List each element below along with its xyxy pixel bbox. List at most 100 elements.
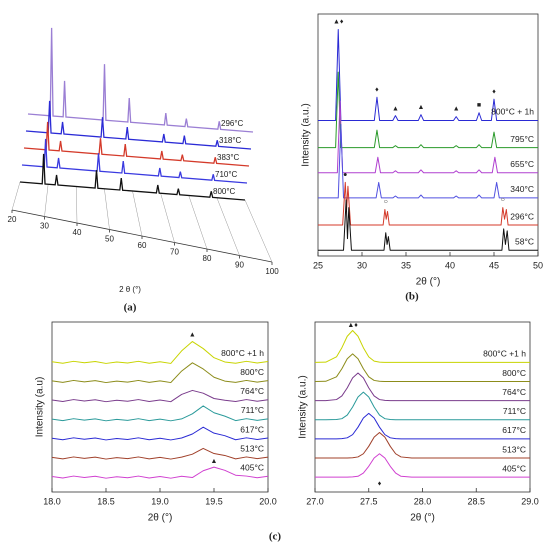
pattern-line [23,121,250,167]
caption: (b) [405,291,419,303]
depth-line [160,193,175,243]
depth-line [11,181,21,211]
x-tick-label: 19.5 [205,496,223,506]
peak-marker: ● [343,172,347,179]
x-tick-label: 90 [235,261,244,270]
peak-marker: ■ [477,102,481,109]
caption: (a) [124,302,137,314]
plot-frame [317,13,539,257]
series-label: 800°C [240,367,264,377]
series-label: 710°C [215,170,238,179]
x-tick-label: 28.5 [467,496,485,506]
series-label: 513°C [502,444,526,454]
peak-marker: ▲ [453,106,460,113]
series-label: 617°C [502,425,526,435]
peak-marker: ○ [501,197,505,204]
peak-marker: ▲ [189,332,196,339]
x-tick-label: 18.5 [97,496,115,506]
depth-line [188,195,208,250]
pattern-line [315,412,530,440]
pattern-line [315,391,530,421]
x-tick-label: 18.0 [43,496,61,506]
x-axis-label: 2θ (°) [148,513,173,524]
pattern-line [51,362,269,384]
pattern-line [21,138,248,184]
x-tick-label: 28.0 [414,496,432,506]
pattern-line [51,426,269,441]
series-label: 58°C [515,236,534,246]
series-label: 318°C [219,136,242,145]
x-tick-label: 100 [265,267,279,276]
pattern-line [318,28,538,121]
series-label: 513°C [240,443,264,453]
x-tick-label: 20.0 [259,496,277,506]
x-tick-label: 60 [138,241,147,250]
x-tick-label: 70 [170,248,179,257]
series-label: 711°C [241,405,264,415]
pattern-line [318,71,538,149]
x-tick-label: 29.0 [521,496,539,506]
peak-marker: ▲♦ [347,322,358,329]
series-label: 617°C [240,424,264,434]
depth-line [76,186,78,224]
peak-marker: ▲♦ [333,19,344,26]
pattern-line [51,389,269,403]
series-label: 655°C [510,159,534,169]
series-label: 800°C [213,187,236,196]
x-axis-label: 2θ (°) [410,513,435,524]
series-label: 795°C [510,134,534,144]
x-tick-label: 40 [73,228,82,237]
series-label: 800°C + 1h [491,107,534,117]
y-axis-label: Intensity (a.u.) [301,103,312,166]
x-tick-label: 20 [8,215,17,224]
pattern-line [314,353,530,382]
caption: (c) [269,531,282,543]
x-tick-label: 80 [203,254,212,263]
x-tick-label: 30 [357,260,367,270]
y-axis-label: Intensity (a.u.) [298,375,309,438]
peak-marker: ♦ [492,88,496,95]
series-label: 764°C [240,386,264,396]
x-tick-label: 27.0 [306,496,324,506]
series-label: 800°C [502,368,526,378]
depth-line [132,190,143,237]
pattern-line [318,181,538,226]
peak-marker: ♦ [375,86,379,93]
peak-marker: ▲ [211,458,218,465]
x-axis-label: 2θ (°) [416,277,441,288]
pattern-line [315,453,530,478]
series-label: 340°C [510,184,534,194]
pattern-line [27,27,254,133]
y-axis-label: Intensity (a.u) [35,377,46,438]
series-label: 711°C [503,406,526,416]
pattern-line [19,153,246,201]
depth-line [244,199,273,263]
series-label: 296°C [510,211,534,221]
pattern-line [318,123,538,199]
series-label: 405°C [240,463,264,473]
plot-frame [314,321,531,493]
peak-marker: ○ [384,199,388,206]
pattern-line [25,100,252,150]
series-label: 800°C +1 h [221,348,264,358]
peak-marker: ▲ [392,106,399,113]
series-label: 800°C +1 h [483,349,526,359]
x-tick-label: 19.0 [151,496,169,506]
x-tick-label: 50 [533,260,543,270]
pattern-line [51,447,269,460]
series-label: 296°C [221,119,244,128]
pattern-line [315,432,530,459]
pattern-line [51,341,269,364]
pattern-line [315,372,530,402]
depth-line [44,184,49,217]
x-axis-label: 2 θ (°) [119,285,141,294]
pattern-line [51,405,269,422]
x-tick-label: 27.5 [360,496,378,506]
x-tick-label: 45 [489,260,499,270]
x-tick-label: 50 [105,235,114,244]
x-tick-label: 25 [313,260,323,270]
series-label: 383°C [217,153,240,162]
peak-marker: ▲ [417,104,424,111]
pattern-line [318,199,538,251]
